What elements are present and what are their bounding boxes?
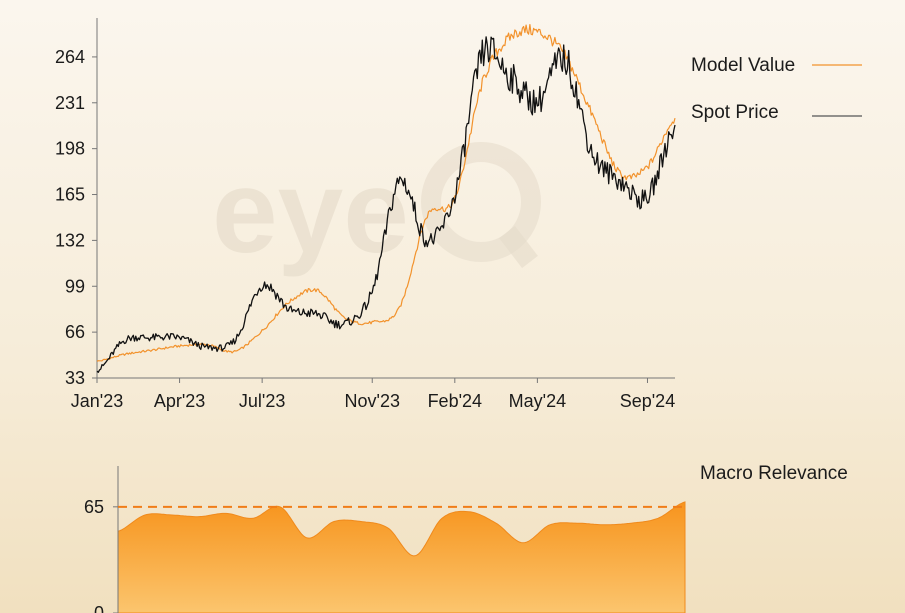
x-tick-label: Apr'23 [154,391,205,411]
y-tick-label: 264 [55,47,85,67]
y-tick-label: 198 [55,139,85,159]
x-tick-label: Feb'24 [428,391,482,411]
spot-price-line [96,36,676,373]
price-chart: 33 66 99 132 165 198 231 264 Jan'23 Apr'23 Jul'23… [55,18,862,411]
y-tick-label: 66 [65,322,85,342]
legend-spot-price: Spot Price [691,102,779,123]
watermark-text: eye [212,146,409,278]
y-tick-label: 231 [55,93,85,113]
legend-macro-relevance: Macro Relevance [700,463,848,484]
macro-relevance-area [117,501,686,613]
macro-relevance-chart: 0 65 Macro Relevance [84,463,848,613]
y-tick-label: 165 [55,185,85,205]
macro-y-tick-label: 65 [84,497,104,517]
x-tick-label: Sep'24 [620,391,676,411]
y-tick-label: 132 [55,230,85,250]
x-tick-label: Jan'23 [71,391,123,411]
y-tick-label: 33 [65,368,85,388]
legend-model-value: Model Value [691,55,795,76]
x-tick-label: May'24 [509,391,566,411]
x-tick-label: Nov'23 [345,391,400,411]
y-tick-label: 99 [65,276,85,296]
macro-y-tick-label: 0 [94,603,104,613]
watermark-logo [421,142,541,269]
x-tick-label: Jul'23 [239,391,285,411]
